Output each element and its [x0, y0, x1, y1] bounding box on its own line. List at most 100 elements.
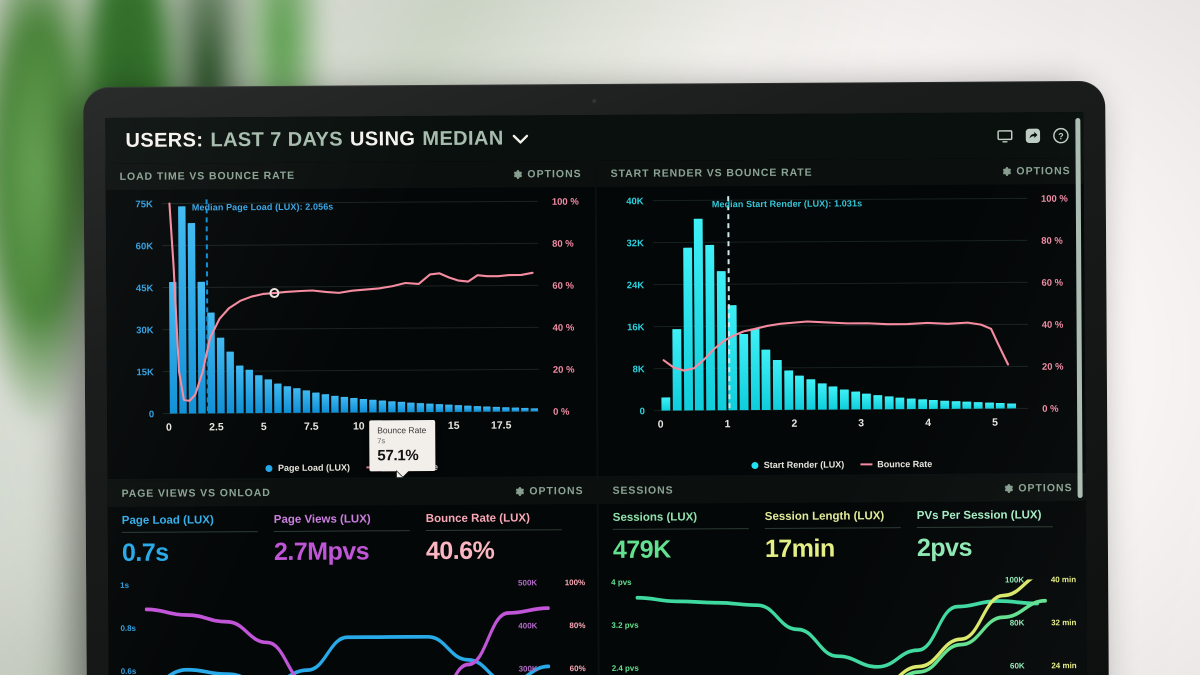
y-axis-tick: 4 pvs: [611, 577, 632, 587]
chart-sessions[interactable]: 4 pvs 3.2 pvs 2.4 pvs 100K 80K 60K 40 mi…: [599, 575, 1087, 675]
monitor-icon[interactable]: [996, 127, 1013, 144]
panel-page-views-vs-onload: PAGE VIEWS VS ONLOAD OPTIONS Page Load (…: [107, 475, 598, 675]
svg-text:1: 1: [725, 419, 731, 430]
options-button[interactable]: OPTIONS: [512, 168, 582, 180]
chart-page-views-vs-onload[interactable]: 1s 0.8s 0.6s 500K 400K 300K 100% 80% 60%: [108, 578, 598, 675]
metric-value: 17min: [764, 534, 835, 563]
y2-axis-tick: 300K: [518, 664, 538, 674]
panel-title: START RENDER VS BOUNCE RATE: [610, 166, 813, 180]
svg-text:40K: 40K: [626, 196, 644, 207]
legend-dot-icon: [751, 461, 759, 469]
chart-load-time-vs-bounce-rate[interactable]: 0 15K 30K 45K 60K 75K 0 % 20 % 40 % 60 % 80 % 100 …: [106, 187, 597, 479]
metric-sessions[interactable]: Sessions (LUX) 479K: [612, 511, 765, 565]
svg-text:15: 15: [448, 420, 460, 432]
metric-label: PVs Per Session (LUX): [916, 509, 1053, 529]
laptop-screen: USERS: LAST 7 DAYS USING MEDIAN ?: [105, 112, 1087, 675]
svg-text:40 %: 40 %: [1042, 320, 1064, 331]
share-icon[interactable]: [1024, 127, 1041, 144]
svg-text:20 %: 20 %: [1042, 362, 1064, 373]
panel-header: START RENDER VS BOUNCE RATE OPTIONS: [596, 158, 1084, 187]
panel-start-render-vs-bounce-rate: START RENDER VS BOUNCE RATE OPTIONS: [594, 158, 1086, 476]
metric-page-views[interactable]: Page Views (LUX) 2.7Mpvs: [273, 513, 426, 567]
svg-text:?: ?: [1058, 131, 1064, 141]
y2-axis-tick: 100K: [1004, 575, 1025, 585]
svg-text:80 %: 80 %: [552, 239, 574, 250]
legend-line-icon: [860, 463, 873, 466]
chart-start-render-vs-bounce-rate[interactable]: 0 8K 16K 24K 32K 40K 0 % 20 % 40 % 60 % 80 % 100 %…: [597, 184, 1086, 476]
help-icon[interactable]: ?: [1052, 127, 1069, 144]
y3-axis-tick: 32 min: [1051, 618, 1077, 628]
svg-text:3: 3: [858, 418, 864, 429]
panel-header: LOAD TIME VS BOUNCE RATE OPTIONS: [105, 161, 595, 190]
metric-value: 479K: [612, 535, 671, 564]
dashboard-grid: LOAD TIME VS BOUNCE RATE OPTIONS: [105, 158, 1087, 675]
metric-value: 0.7s: [121, 538, 169, 567]
y-axis-tick: 0.8s: [120, 623, 137, 633]
panel-title: PAGE VIEWS VS ONLOAD: [121, 486, 271, 500]
svg-text:0 %: 0 %: [553, 407, 570, 418]
gear-icon: [1003, 483, 1013, 493]
svg-text:60 %: 60 %: [1041, 278, 1063, 289]
metric-label: Sessions (LUX): [612, 511, 749, 530]
y-axis-tick: 3.2 pvs: [611, 620, 639, 630]
y3-axis-tick: 100%: [564, 578, 586, 588]
legend-label: Page Load (LUX): [277, 462, 350, 473]
svg-text:0: 0: [658, 420, 664, 431]
y2-axis-tick: 60K: [1009, 661, 1025, 671]
metric-label: Session Length (LUX): [764, 510, 901, 529]
svg-text:5: 5: [992, 418, 998, 429]
legend-item[interactable]: Page Load (LUX): [265, 462, 350, 474]
metric-page-load[interactable]: Page Load (LUX) 0.7s: [121, 514, 274, 568]
laptop-device: USERS: LAST 7 DAYS USING MEDIAN ?: [83, 80, 1109, 675]
options-button[interactable]: OPTIONS: [1001, 165, 1071, 177]
svg-text:0 %: 0 %: [1042, 404, 1059, 415]
svg-text:8K: 8K: [633, 364, 645, 375]
options-button[interactable]: OPTIONS: [1003, 482, 1073, 495]
legend-dot-icon: [265, 464, 273, 472]
tooltip-subtitle: 7s: [377, 436, 386, 446]
tooltip-title: Bounce Rate: [377, 425, 427, 436]
y3-axis-tick: 80%: [569, 621, 586, 631]
panel-title: LOAD TIME VS BOUNCE RATE: [119, 169, 296, 183]
y2-axis-tick: 80K: [1009, 618, 1025, 628]
tooltip-bounce-rate: Bounce Rate 7s 57.1%: [369, 419, 436, 471]
y-axis-tick: 0.6s: [120, 666, 137, 675]
svg-text:100 %: 100 %: [552, 197, 580, 208]
svg-text:16K: 16K: [627, 322, 645, 333]
svg-text:24K: 24K: [627, 280, 645, 291]
page-title[interactable]: USERS: LAST 7 DAYS USING MEDIAN: [125, 127, 529, 152]
legend-item[interactable]: Bounce Rate: [860, 459, 932, 469]
metric-pvs-per-session[interactable]: PVs Per Session (LUX) 2pvs: [916, 509, 1069, 563]
gear-icon: [1001, 166, 1011, 176]
options-button[interactable]: OPTIONS: [514, 485, 584, 498]
svg-text:7.5: 7.5: [304, 421, 319, 433]
y3-axis-tick: 60%: [569, 664, 586, 674]
svg-text:17.5: 17.5: [491, 420, 512, 432]
svg-text:10: 10: [353, 420, 365, 432]
median-annotation: Median Start Render (LUX): 1.031s: [711, 198, 863, 210]
svg-text:4: 4: [925, 418, 931, 429]
metric-bounce-rate[interactable]: Bounce Rate (LUX) 40.6%: [425, 512, 578, 566]
svg-text:15K: 15K: [136, 367, 154, 378]
title-using: USING: [349, 127, 416, 150]
options-label: OPTIONS: [529, 485, 584, 498]
svg-text:32K: 32K: [627, 238, 645, 249]
chevron-down-icon[interactable]: [512, 127, 529, 150]
y2-axis-tick: 500K: [518, 578, 538, 588]
svg-text:60 %: 60 %: [552, 281, 574, 292]
metric-label: Page Views (LUX): [273, 513, 410, 532]
panel-load-time-vs-bounce-rate: LOAD TIME VS BOUNCE RATE OPTIONS: [105, 161, 597, 479]
y-axis-tick: 1s: [120, 580, 130, 590]
median-annotation: Median Page Load (LUX): 2.056s: [191, 201, 334, 213]
panel-header: SESSIONS OPTIONS: [598, 475, 1086, 504]
legend-label: Bounce Rate: [877, 458, 933, 470]
title-metric: MEDIAN: [422, 127, 504, 150]
metric-session-length[interactable]: Session Length (LUX) 17min: [764, 510, 917, 564]
svg-text:75K: 75K: [135, 199, 153, 210]
y-axis-tick: 2.4 pvs: [611, 663, 639, 673]
metric-tiles: Sessions (LUX) 479K Session Length (LUX)…: [599, 501, 1086, 565]
options-label: OPTIONS: [1018, 482, 1073, 495]
metric-value: 2pvs: [916, 533, 973, 563]
gear-icon: [512, 169, 522, 179]
legend-item[interactable]: Start Render (LUX): [751, 459, 844, 470]
